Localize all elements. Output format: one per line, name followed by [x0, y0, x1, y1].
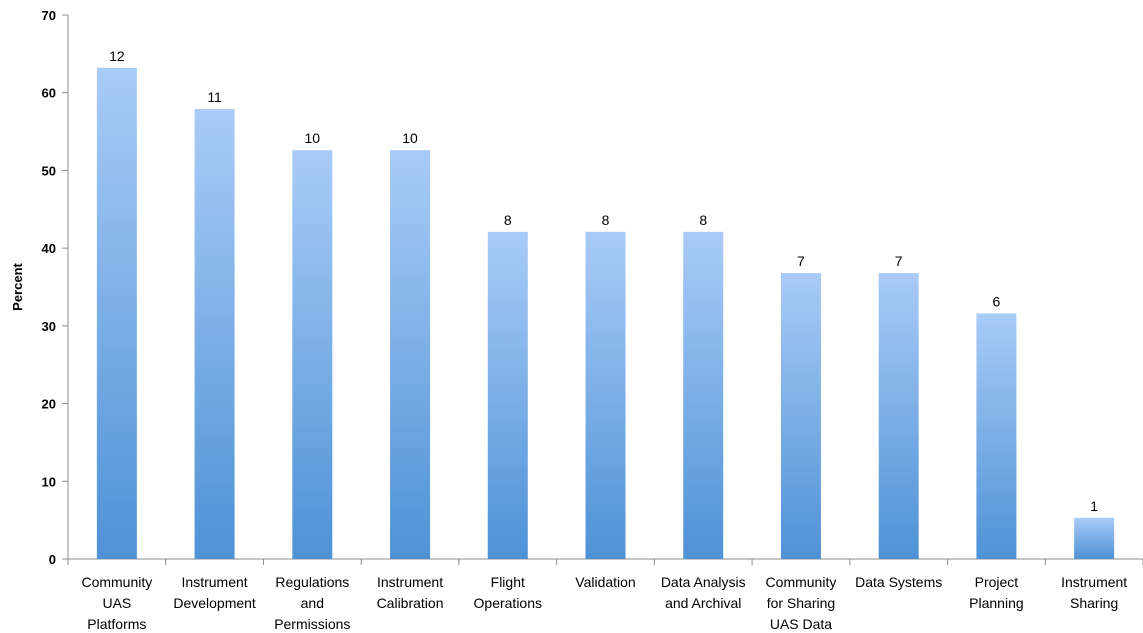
x-tick-label: Community	[81, 574, 152, 590]
data-label: 8	[504, 212, 512, 228]
x-tick-label: Instrument	[377, 574, 443, 590]
x-axis	[67, 558, 1143, 565]
x-tick-label: Platforms	[87, 616, 146, 632]
x-tick-label: Development	[173, 595, 256, 611]
bar	[487, 231, 528, 559]
data-label: 7	[797, 253, 805, 269]
bar	[1074, 517, 1115, 559]
bar	[585, 231, 626, 559]
y-tick-label: 40	[42, 241, 56, 256]
y-tick-label: 60	[42, 86, 56, 101]
bar	[292, 150, 333, 560]
data-label: 8	[602, 212, 610, 228]
data-label: 7	[895, 253, 903, 269]
data-label: 6	[993, 293, 1001, 309]
y-tick-label: 10	[42, 474, 56, 489]
bar	[780, 273, 821, 559]
bar	[96, 67, 137, 560]
bars	[96, 67, 1115, 560]
data-label: 1	[1090, 498, 1098, 514]
data-labels: 12 11 10 10 8 8 8 7 7 6 1	[109, 48, 1098, 514]
y-axis-title: Percent	[10, 262, 25, 310]
y-tick-label: 30	[42, 319, 56, 334]
x-tick-label: Flight	[491, 574, 525, 590]
x-tick-label: Instrument	[1061, 574, 1127, 590]
x-tick-label: for Sharing	[767, 595, 835, 611]
x-tick-label: Sharing	[1070, 595, 1118, 611]
bar	[390, 150, 431, 560]
x-tick-label: Calibration	[377, 595, 444, 611]
x-tick-label: Data Systems	[855, 574, 942, 590]
y-tick-label: 0	[49, 552, 56, 567]
x-tick-label: Data Analysis	[661, 574, 746, 590]
x-tick-label: Validation	[575, 574, 635, 590]
x-tick-label: UAS Data	[770, 616, 832, 632]
x-tick-label: Planning	[969, 595, 1024, 611]
category-labels: Community UAS Platforms Instrument Developme…	[81, 574, 1127, 632]
y-tick-label: 50	[42, 163, 56, 178]
x-tick-label: and	[301, 595, 324, 611]
y-tick-label: 70	[42, 8, 56, 23]
bar	[194, 109, 235, 559]
data-label: 8	[699, 212, 707, 228]
data-label: 12	[109, 48, 125, 64]
x-tick-label: Regulations	[275, 574, 349, 590]
x-tick-label: and Archival	[665, 595, 741, 611]
y-tick-label: 20	[42, 397, 56, 412]
x-tick-label: Permissions	[274, 616, 350, 632]
x-tick-label: Operations	[474, 595, 542, 611]
x-tick-label: UAS	[102, 595, 131, 611]
x-tick-label: Project	[975, 574, 1019, 590]
x-tick-label: Instrument	[182, 574, 248, 590]
y-axis: 0 10 20 30 40 50 60 70	[42, 8, 69, 567]
x-tick-label: Community	[766, 574, 837, 590]
bar	[683, 231, 724, 559]
data-label: 10	[305, 130, 321, 146]
bar	[976, 313, 1017, 559]
data-label: 10	[402, 130, 418, 146]
data-label: 11	[207, 89, 222, 105]
bar	[878, 273, 919, 559]
